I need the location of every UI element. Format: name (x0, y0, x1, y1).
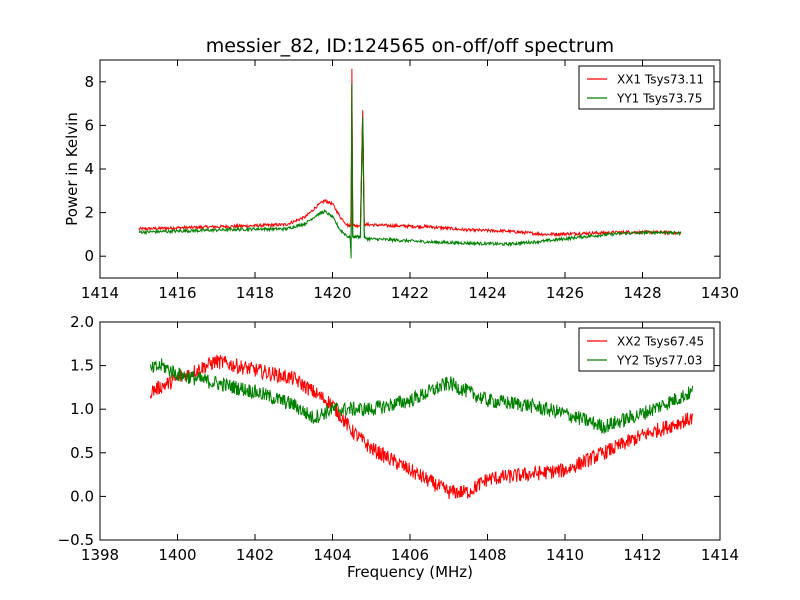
y-tick-label: 0.5 (70, 444, 94, 462)
y-tick-label: 2.0 (70, 313, 94, 331)
y-tick-label: 2 (84, 204, 94, 222)
x-tick-label: 1402 (236, 546, 274, 564)
series-line-bottom-1 (149, 354, 694, 500)
x-tick-label: 1416 (158, 284, 196, 302)
bottom-spectrum-plot: 1398 1400 1402 1404 1406 1408 1410 1412 1414 −0.5… (58, 313, 740, 581)
y-tick-label: 1.0 (70, 400, 94, 418)
x-tick-label: 1410 (546, 546, 584, 564)
legend-label: XX2 Tsys67.45 (617, 335, 704, 349)
x-tick-label: 1422 (391, 284, 429, 302)
x-tick-label: 1406 (391, 546, 429, 564)
y-axis-label: Power in Kelvin (63, 112, 81, 226)
legend-label: YY2 Tsys77.03 (616, 354, 702, 368)
top-spectrum-plot: 1414 1416 1418 1420 1422 1424 1426 1428 1430 0 2 4 6… (63, 59, 739, 302)
x-tick-label: 1408 (468, 546, 506, 564)
legend-top: XX1 Tsys73.11 YY1 Tsys73.75 (578, 65, 715, 110)
legend-bottom: XX2 Tsys67.45 YY2 Tsys77.03 (578, 327, 715, 372)
x-tick-label: 1414 (81, 284, 119, 302)
legend-label: YY1 Tsys73.75 (616, 92, 702, 106)
y-tick-label: 0.0 (70, 487, 94, 505)
y-tick-label: 8 (84, 73, 94, 91)
chart-title: messier_82, ID:124565 on-off/off spectru… (206, 35, 614, 57)
y-tick-label: −0.5 (58, 531, 94, 549)
x-tick-label: 1414 (701, 546, 739, 564)
x-axis-label: Frequency (MHz) (347, 563, 473, 581)
series-line-bottom-2 (149, 358, 694, 434)
series-peak-top-2 (347, 83, 368, 259)
x-tick-label: 1428 (623, 284, 661, 302)
y-tick-label: 0 (84, 247, 94, 265)
x-tick-label: 1400 (158, 546, 196, 564)
series-line-top-2 (138, 99, 682, 249)
series-line-top-1 (138, 84, 681, 238)
x-tick-label: 1412 (623, 546, 661, 564)
x-tick-label: 1404 (313, 546, 351, 564)
x-tick-label: 1418 (236, 284, 274, 302)
x-tick-label: 1398 (81, 546, 119, 564)
y-tick-label: 4 (84, 160, 94, 178)
legend-label: XX1 Tsys73.11 (617, 73, 704, 87)
x-tick-label: 1420 (313, 284, 351, 302)
x-tick-label: 1426 (546, 284, 584, 302)
x-tick-label: 1424 (468, 284, 506, 302)
x-tick-label: 1430 (701, 284, 739, 302)
y-tick-label: 1.5 (70, 357, 94, 375)
y-tick-label: 6 (84, 116, 94, 134)
